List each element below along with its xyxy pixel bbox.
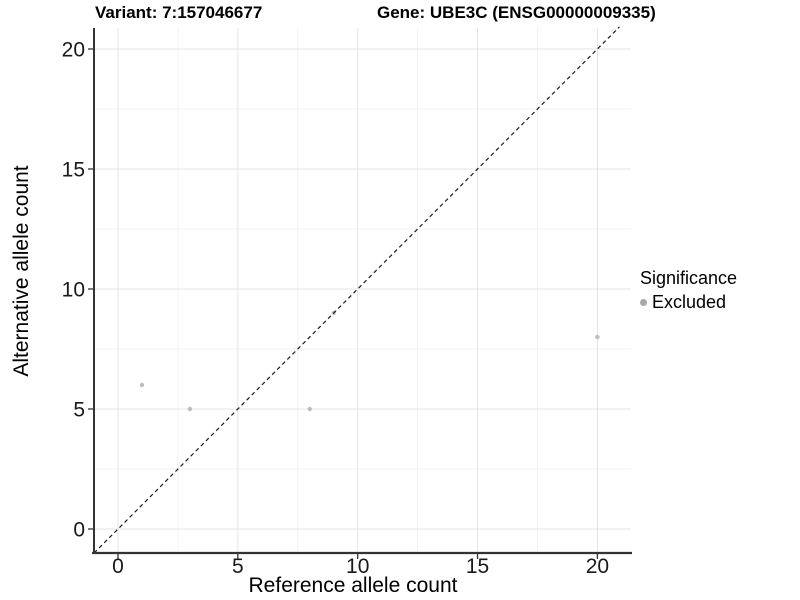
data-point bbox=[307, 406, 312, 412]
x-tick-label: 10 bbox=[346, 555, 369, 578]
y-tick-label: 20 bbox=[62, 39, 85, 62]
y-tick-label: 0 bbox=[73, 519, 85, 542]
legend: Significance Excluded bbox=[640, 268, 737, 313]
x-axis-title: Reference allele count bbox=[248, 574, 458, 597]
y-tick-label: 15 bbox=[62, 159, 85, 182]
data-point bbox=[187, 406, 193, 412]
plot-title-variant: Variant: 7:157046677 bbox=[95, 3, 263, 22]
x-tick-label: 5 bbox=[232, 555, 244, 578]
legend-title: Significance bbox=[640, 268, 738, 288]
y-tick-label: 10 bbox=[62, 279, 85, 302]
legend-point-icon bbox=[640, 299, 647, 306]
x-tick-label: 20 bbox=[586, 555, 609, 578]
y-tick-label: 5 bbox=[73, 399, 85, 422]
data-point bbox=[595, 334, 600, 340]
y-axis-title: Alternative allele count bbox=[10, 165, 33, 377]
x-tick-label: 0 bbox=[112, 555, 124, 578]
plot-title-gene: Gene: UBE3C (ENSG00000009335) bbox=[377, 3, 656, 22]
data-point bbox=[139, 382, 145, 388]
legend-item-excluded: Excluded bbox=[640, 292, 737, 313]
identity-reference-line bbox=[93, 26, 620, 554]
legend-item-label: Excluded bbox=[652, 292, 727, 312]
x-tick-label: 15 bbox=[466, 555, 489, 578]
